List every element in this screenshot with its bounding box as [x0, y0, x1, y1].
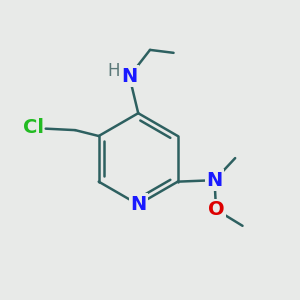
Text: Cl: Cl: [23, 118, 44, 137]
Text: N: N: [121, 67, 137, 86]
Text: N: N: [130, 195, 146, 214]
Text: N: N: [206, 171, 223, 190]
Text: H: H: [107, 62, 119, 80]
Text: O: O: [208, 200, 224, 219]
